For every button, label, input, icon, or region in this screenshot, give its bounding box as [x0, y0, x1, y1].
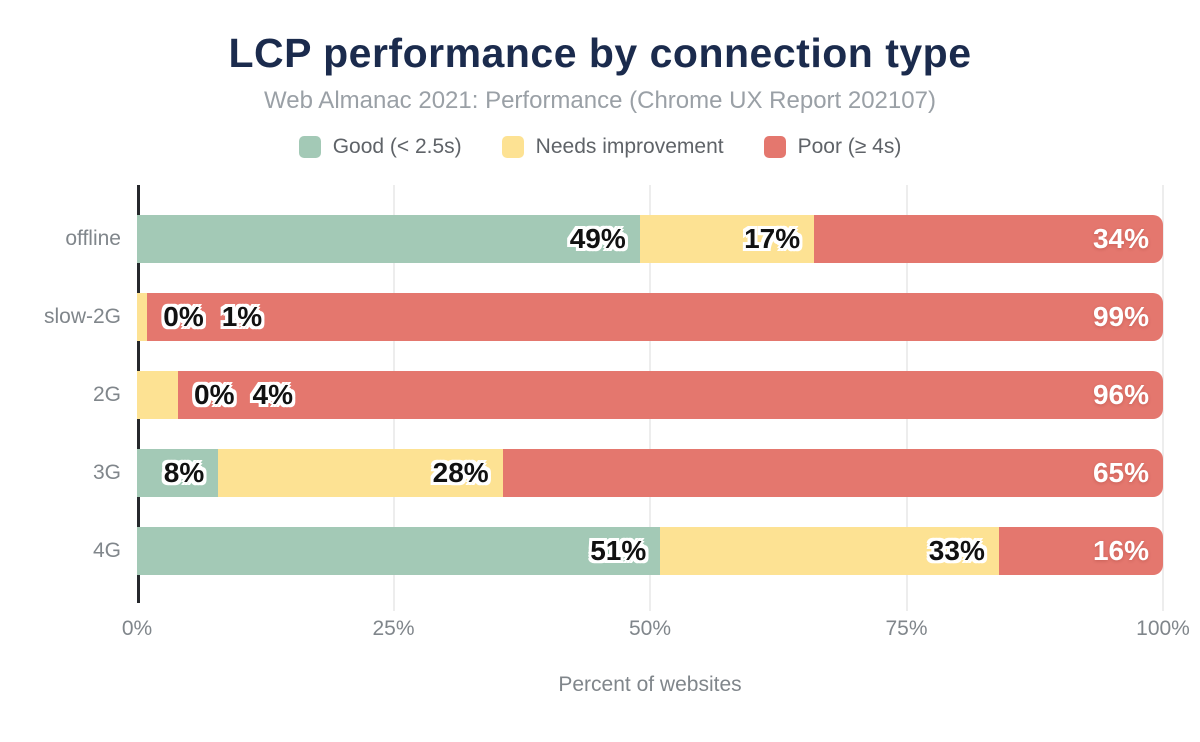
x-tick-label: 0% — [121, 617, 153, 640]
legend-item[interactable]: Poor (≥ 4s) — [763, 135, 902, 159]
bar-segment[interactable]: 33% — [660, 527, 999, 575]
legend-swatch-icon — [763, 136, 786, 158]
bar-segment[interactable]: 51% — [137, 527, 661, 575]
legend-label: Good (< 2.5s) — [332, 135, 462, 158]
value-label: 65% — [1092, 457, 1149, 488]
plot-area: offline 49% 17% 34% slow-2G 99% 0% 1% 2G 96% 0% 4% 3… — [37, 185, 1164, 611]
bar-segment[interactable]: 17% — [639, 215, 815, 263]
chart-subtitle: Web Almanac 2021: Performance (Chrome UX… — [264, 87, 936, 114]
bar-segment[interactable]: 96% — [178, 371, 1163, 419]
bar-track: 51% 33% 16% — [137, 527, 1163, 575]
bar-segment[interactable]: 28% — [218, 449, 503, 497]
value-label: 8% — [163, 457, 205, 488]
value-label: 99% — [1092, 301, 1149, 332]
legend-swatch-icon — [298, 136, 321, 158]
x-tick-label: 25% — [372, 617, 415, 640]
x-axis: 0% 25% 50% 75% 100% — [122, 617, 1190, 645]
value-label: 33% — [928, 535, 985, 566]
bar-track: 99% 0% 1% — [137, 293, 1163, 341]
chart-title: LCP performance by connection type — [228, 30, 972, 76]
category-label: 3G — [92, 461, 121, 484]
value-label: 49% — [569, 223, 626, 254]
bar-segment[interactable]: 8% — [137, 449, 219, 497]
category-label: 4G — [92, 539, 121, 562]
value-label: 34% — [1092, 223, 1149, 254]
bar-segment[interactable]: 16% — [998, 527, 1163, 575]
value-label: 16% — [1092, 535, 1149, 566]
bar-track: 96% 0% 4% — [137, 371, 1163, 419]
bar-segment[interactable] — [137, 371, 179, 419]
legend-item[interactable]: Needs improvement — [501, 135, 724, 159]
x-tick-label: 50% — [628, 617, 672, 640]
x-axis-title: Percent of websites — [558, 673, 742, 696]
category-label: slow-2G — [43, 305, 121, 328]
bar-segment[interactable] — [137, 293, 148, 341]
bar-row: 3G 8% 28% 65% — [37, 449, 1163, 497]
legend-item[interactable]: Good (< 2.5s) — [298, 135, 462, 159]
bar-segment[interactable]: 99% — [147, 293, 1163, 341]
legend-label: Poor (≥ 4s) — [797, 135, 902, 158]
bar-segment[interactable]: 34% — [814, 215, 1163, 263]
value-label: 28% — [432, 457, 489, 488]
bar-row: slow-2G 99% 0% 1% — [37, 293, 1163, 341]
legend-label: Needs improvement — [535, 135, 724, 158]
x-tick-label: 75% — [885, 617, 928, 640]
value-label: 17% — [744, 223, 801, 254]
bar-track: 8% 28% 65% — [137, 449, 1163, 497]
category-label: offline — [65, 227, 121, 250]
bar-rows: offline 49% 17% 34% slow-2G 99% 0% 1% 2G 96% 0% 4% 3… — [37, 185, 1164, 611]
bar-segment[interactable]: 49% — [137, 215, 640, 263]
x-tick-label: 100% — [1136, 617, 1190, 640]
bar-row: offline 49% 17% 34% — [37, 215, 1163, 263]
bar-track: 49% 17% 34% — [137, 215, 1163, 263]
category-label: 2G — [92, 383, 121, 406]
legend-swatch-icon — [501, 136, 524, 158]
bar-row: 4G 51% 33% 16% — [37, 527, 1163, 575]
value-label: 96% — [1092, 379, 1149, 410]
value-label: 51% — [590, 535, 647, 566]
bar-row: 2G 96% 0% 4% — [37, 371, 1163, 419]
legend: Good (< 2.5s) Needs improvement Poor (≥ 4s… — [0, 135, 1200, 159]
bar-segment[interactable]: 65% — [502, 449, 1163, 497]
